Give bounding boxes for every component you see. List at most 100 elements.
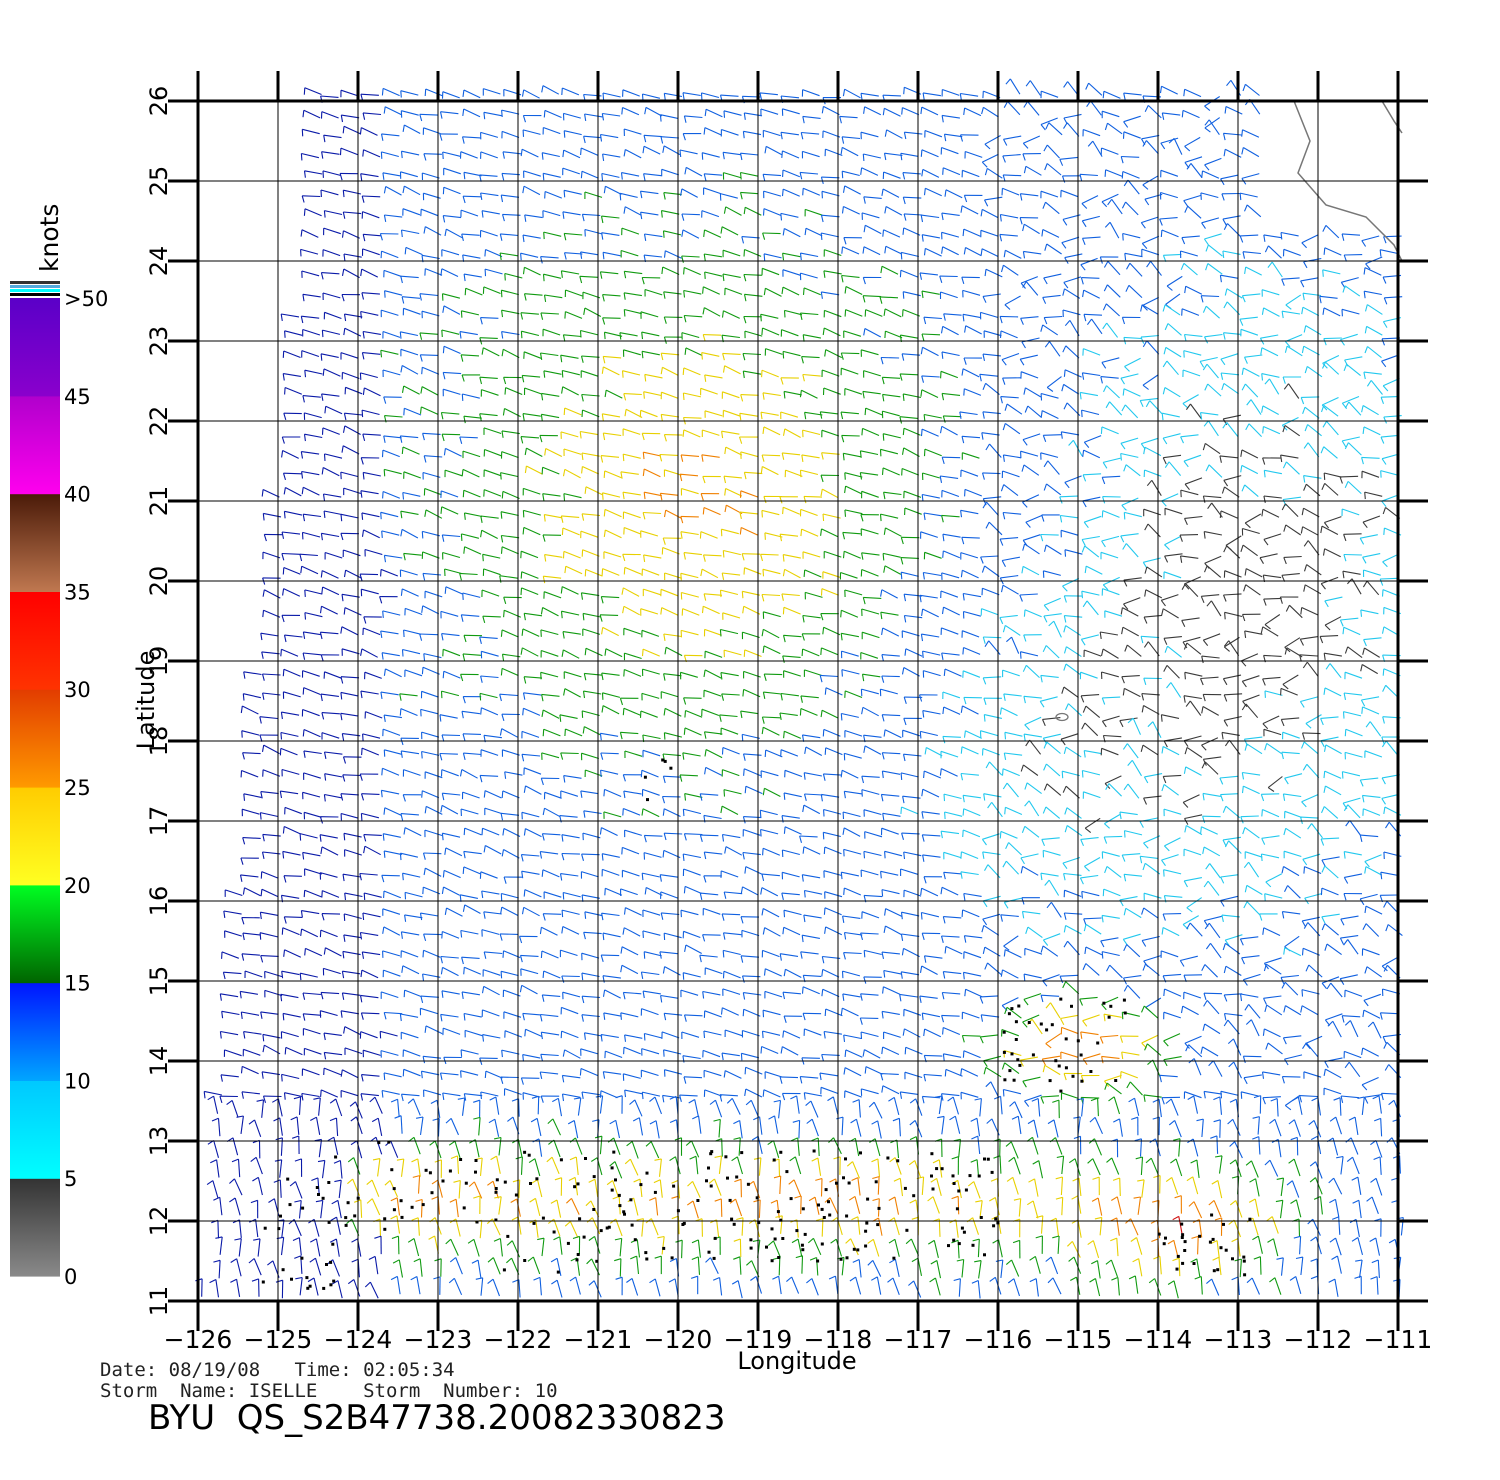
wind-barb [572, 1235, 581, 1255]
wind-barb [669, 1119, 679, 1138]
wind-barb [940, 830, 960, 839]
wind-barb [482, 615, 501, 624]
rain-flag [746, 1182, 750, 1186]
wind-barb [962, 808, 981, 817]
rain-flag [576, 1182, 580, 1186]
wind-barb [603, 529, 622, 539]
wind-barb [343, 832, 362, 841]
wind-barb [1124, 644, 1142, 657]
wind-barb [902, 729, 920, 738]
wind-barb [941, 114, 960, 123]
rain-flag [329, 1283, 333, 1287]
wind-barb [501, 430, 520, 438]
wind-barb [623, 526, 642, 535]
rain-flag [653, 1190, 657, 1194]
wind-barb [540, 629, 559, 637]
wind-barb [260, 871, 279, 879]
wind-barb [842, 811, 861, 820]
wind-barb [1222, 422, 1239, 437]
wind-barb [781, 892, 800, 901]
wind-barb [1079, 671, 1098, 680]
wind-barb [1344, 989, 1363, 998]
rain-flag [709, 1184, 713, 1188]
wind-barb [881, 951, 900, 960]
wind-barb [301, 708, 320, 717]
wind-barb [1148, 1278, 1162, 1296]
wind-barb [820, 793, 840, 802]
wind-barb [429, 1140, 442, 1159]
wind-barb [500, 194, 520, 203]
wind-barb [1227, 1038, 1242, 1056]
wind-barb [1280, 231, 1299, 240]
wind-barb [1301, 507, 1320, 518]
wind-barb [340, 812, 359, 821]
wind-barb [641, 692, 660, 701]
wind-barb [292, 1135, 300, 1155]
wind-barb [683, 552, 702, 560]
wind-barb [1121, 626, 1139, 637]
wind-barb [780, 329, 799, 337]
wind-barb [280, 993, 299, 1002]
rain-flag [566, 1241, 570, 1245]
wind-barb [1210, 1135, 1219, 1154]
wind-barb [462, 733, 482, 741]
wind-barb [881, 376, 901, 385]
wind-barb [843, 887, 862, 896]
wind-barb [601, 626, 619, 637]
wind-barb [719, 628, 739, 637]
wind-barb [1123, 577, 1142, 587]
wind-barb [583, 672, 603, 681]
wind-barb [903, 614, 923, 623]
wind-barb [331, 1199, 342, 1219]
wind-barb [941, 606, 960, 616]
wind-barb [343, 412, 363, 421]
wind-barb [1160, 229, 1179, 238]
wind-barb [1001, 997, 1019, 1011]
wind-barb [460, 209, 479, 218]
wind-barb [803, 793, 823, 801]
x-tick-label: −120 [644, 1325, 713, 1354]
wind-barb [261, 651, 280, 659]
wind-barb [1183, 877, 1203, 888]
rain-flag [334, 1155, 338, 1159]
wind-barb [932, 1159, 943, 1178]
wind-barb [939, 291, 958, 299]
rain-flag [1192, 1262, 1196, 1265]
wind-barb [1373, 1156, 1382, 1175]
wind-barb [1205, 942, 1222, 959]
wind-barb [1045, 1256, 1059, 1275]
wind-barb [1062, 785, 1080, 799]
wind-barb [304, 612, 323, 620]
wind-barb [1180, 262, 1198, 276]
wind-barb [681, 332, 700, 340]
wind-barb [680, 989, 699, 998]
wind-barb [1249, 1178, 1260, 1197]
rain-flag [1224, 1248, 1228, 1252]
wind-barb [640, 1008, 659, 1016]
wind-barb [584, 647, 603, 657]
wind-barb [1020, 764, 1039, 776]
wind-barb [1344, 751, 1363, 760]
wind-barb [479, 774, 499, 783]
wind-barb [883, 729, 902, 739]
wind-barb [1186, 1176, 1199, 1195]
wind-barb [863, 809, 882, 817]
wind-barb [688, 1099, 700, 1118]
wind-barb [561, 87, 580, 96]
wind-barb [241, 917, 260, 925]
wind-barb [682, 429, 701, 438]
rain-flag [835, 1181, 838, 1185]
wind-barb [860, 568, 879, 577]
rain-flag [773, 1237, 777, 1241]
wind-barb [1019, 354, 1038, 366]
wind-barb [861, 552, 880, 560]
legend-tick-label: 0 [64, 1265, 77, 1289]
wind-barb [503, 596, 522, 605]
wind-barb [724, 446, 743, 456]
wind-barb [908, 1160, 922, 1178]
wind-barb [442, 186, 461, 195]
wind-barb [762, 1009, 781, 1018]
wind-barb [213, 1196, 223, 1216]
wind-barb [882, 107, 901, 117]
wind-barb [624, 1158, 639, 1176]
